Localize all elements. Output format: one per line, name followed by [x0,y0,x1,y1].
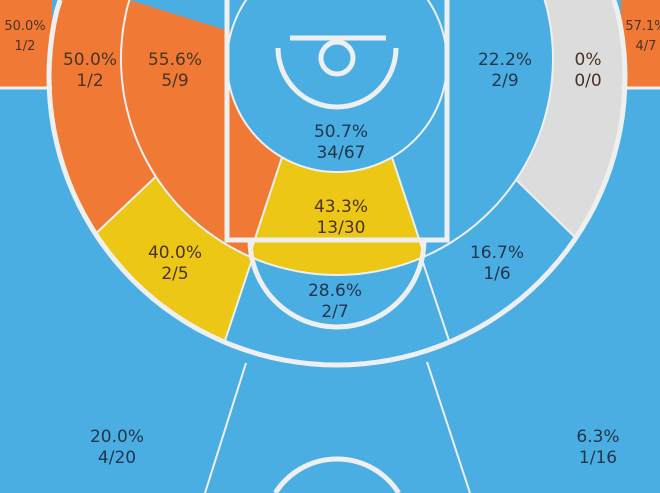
zone-made-attempts: 0/0 [574,71,602,91]
lane-extension-left [204,362,247,493]
zone-label-right-elbow-long-two: 16.7% 1/6 [470,243,524,285]
zone-percentage: 22.2% [477,50,533,70]
zone-left-elbow-long-two [95,176,253,343]
zone-made-attempts: 1/2 [76,71,104,91]
zone-fills [0,0,660,365]
zone-percentage: 50.7% [313,122,369,142]
zone-label-restricted-area: 50.7% 34/67 [314,122,368,164]
zone-made-attempts: 2/7 [321,302,349,322]
zone-top-long-two [224,257,450,365]
zone-label-right-wing-long-two: 0% 0/0 [574,50,601,92]
zone-label-left-three: 20.0% 4/20 [90,427,144,469]
zone-made-attempts: 4/7 [635,39,657,54]
zone-restricted-area [227,0,447,172]
zone-label-right-corner-three: 57.1% 4/7 [625,17,660,57]
zone-label-left-short-two: 55.6% 5/9 [148,50,202,92]
zone-label-left-corner-three: 50.0% 1/2 [4,17,45,57]
zone-label-left-elbow-long-two: 40.0% 2/5 [148,243,202,285]
zone-percentage: 16.7% [469,243,525,263]
zone-percentage: 57.1% [625,19,660,34]
zone-left-wing-long-two [49,0,156,234]
restricted-arc [275,47,399,110]
zone-made-attempts: 13/30 [316,218,366,238]
free-throw-circle [247,239,427,330]
zone-right-short-two [392,0,553,257]
paint-lane [224,0,450,243]
zone-left-corner-three [0,0,52,88]
zone-divider-right-elbow [420,257,451,343]
zone-divider-left-wing [94,175,157,235]
zone-divider-right-wing [515,179,577,239]
mid-range-divider-arc [119,0,555,277]
zone-right-wing-long-two [516,0,625,238]
zone-percentage: 50.0% [62,50,118,70]
zone-percentage: 6.3% [576,427,620,447]
rim [318,39,356,77]
zone-made-attempts: 1/6 [483,264,511,284]
zone-left-short-two [121,0,282,257]
zone-made-attempts: 2/9 [491,71,519,91]
zone-label-right-three: 6.3% 1/16 [576,427,619,469]
zone-percentage: 20.0% [89,427,145,447]
zone-label-left-wing-long-two: 50.0% 1/2 [63,50,117,92]
zone-percentage: 43.3% [313,197,369,217]
zone-percentage: 50.0% [4,19,46,34]
zone-label-center-short-two: 43.3% 13/30 [314,197,368,239]
zone-percentage: 40.0% [147,243,203,263]
zone-percentage: 28.6% [307,281,363,301]
zone-made-attempts: 1/2 [14,39,36,54]
zone-divider-left-elbow [223,257,254,343]
zone-right-elbow-long-two [421,179,576,343]
zone-label-top-long-two: 28.6% 2/7 [308,281,362,323]
center-circle [273,456,401,493]
zone-percentage: 0% [574,50,602,70]
zone-made-attempts: 34/67 [316,143,366,163]
lane-extension-right [426,361,471,493]
zone-made-attempts: 2/5 [161,264,189,284]
zone-right-corner-three [621,0,660,88]
three-point-line [46,0,628,368]
zone-label-right-short-two: 22.2% 2/9 [478,50,532,92]
zone-made-attempts: 1/16 [578,448,618,468]
zone-percentage: 55.6% [147,50,203,70]
zone-center-short-two [249,157,425,275]
zone-made-attempts: 4/20 [97,448,137,468]
zone-made-attempts: 5/9 [161,71,189,91]
